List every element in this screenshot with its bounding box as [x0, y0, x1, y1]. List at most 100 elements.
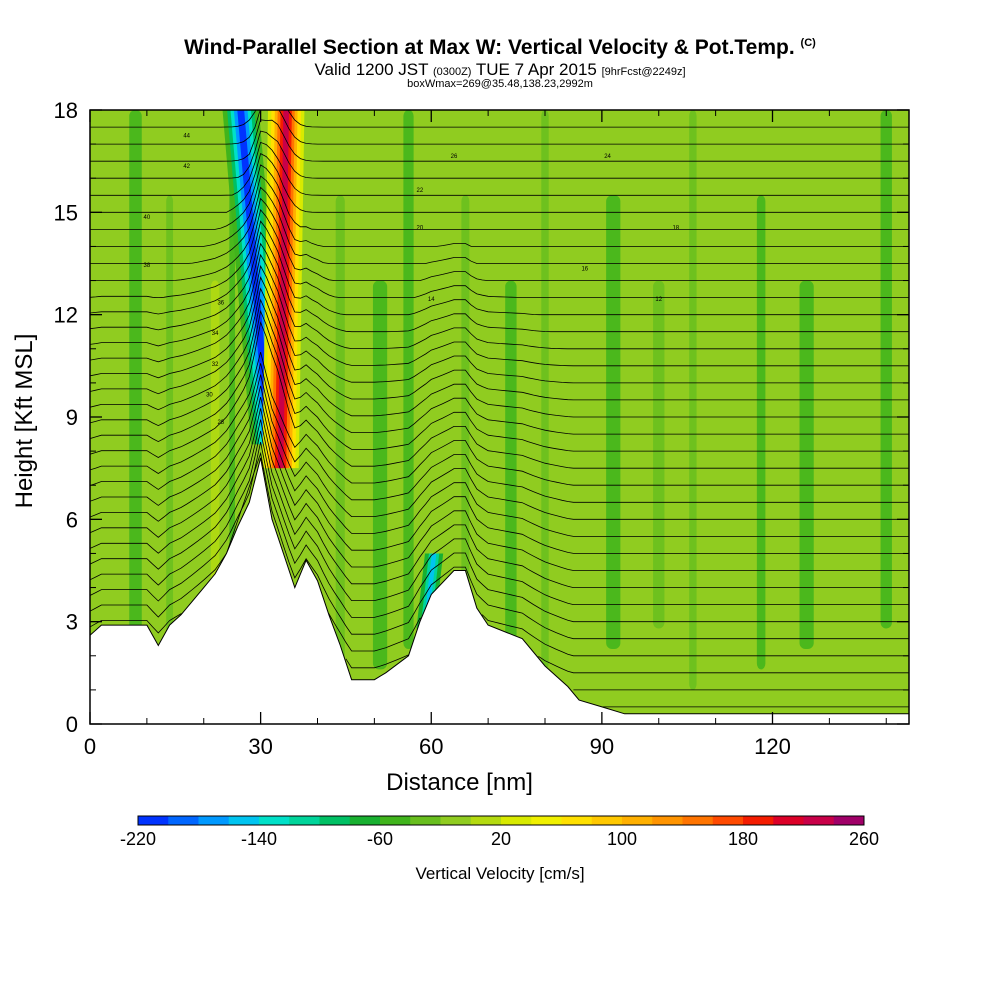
updraft-band — [277, 110, 290, 469]
theta-contour — [90, 242, 909, 350]
valid-date: TUE 7 Apr 2015 — [475, 60, 597, 79]
terrain — [89, 457, 910, 725]
theta-contour — [90, 153, 909, 213]
theta-contour — [90, 442, 909, 623]
colorbar-cell — [319, 816, 351, 825]
weak-motion-streak — [880, 110, 892, 629]
theta-contour-label: 44 — [183, 133, 190, 139]
y-tick-label: 6 — [66, 507, 78, 532]
colorbar-cell — [380, 816, 411, 825]
theta-contour — [90, 197, 909, 281]
theta-contour-label: 36 — [217, 300, 224, 306]
theta-contour — [90, 374, 909, 520]
theta-contour — [90, 451, 909, 640]
theta-contour-label: 32 — [212, 362, 219, 368]
colorbar: -220 -140 -60 20 100 180 260 — [120, 815, 879, 849]
theta-contour — [90, 287, 909, 418]
theta-contour — [90, 164, 909, 230]
x-axis-label: Distance [nm] — [386, 769, 533, 796]
colorbar-cell — [470, 816, 502, 825]
theta-contour-label: 20 — [417, 225, 424, 231]
colorbar-cell — [743, 816, 774, 825]
theta-contour — [90, 119, 909, 162]
theta-contour-label: 40 — [144, 215, 151, 221]
y-tick-label: 9 — [66, 405, 78, 430]
y-tick-label: 0 — [66, 712, 78, 737]
weak-motion-streak — [653, 280, 665, 629]
theta-contour-label: 16 — [581, 266, 588, 272]
x-tick-label: 30 — [248, 734, 272, 759]
theta-contour — [90, 309, 909, 452]
theta-contour — [90, 385, 909, 537]
weak-motion-streak — [756, 195, 766, 670]
theta-contour — [90, 253, 909, 367]
colorbar-cell — [289, 816, 320, 825]
downdraft-band — [237, 110, 273, 445]
theta-contour — [90, 430, 909, 605]
theta-contour-label: 28 — [217, 420, 224, 426]
valid-time: Valid 1200 JST — [314, 60, 429, 79]
theta-contour — [90, 186, 909, 264]
colorbar-cell — [198, 816, 230, 825]
colorbar-cell — [138, 816, 169, 825]
colorbar-cell — [591, 816, 623, 825]
x-tick-label: 60 — [419, 734, 443, 759]
weak-motion-streak — [129, 110, 142, 690]
theta-contour — [90, 276, 909, 401]
chart-title-text: Wind-Parallel Section at Max W: Vertical… — [184, 36, 795, 59]
theta-contour-label: 18 — [672, 225, 679, 231]
theta-contour — [90, 110, 909, 128]
colorbar-tick-label: -140 — [241, 829, 277, 849]
theta-contour-label: 12 — [655, 297, 662, 303]
weak-motion-streak — [541, 110, 549, 670]
colorbar-frame — [137, 815, 865, 826]
theta-contour — [90, 298, 909, 435]
theta-contour-label: 38 — [144, 263, 151, 269]
theta-contour-label: 24 — [604, 154, 611, 160]
theta-contour — [90, 110, 909, 145]
theta-contour — [90, 175, 909, 247]
theta-contour — [90, 363, 909, 503]
chart-subtitle: Valid 1200 JST (0300Z) TUE 7 Apr 2015 [9… — [0, 60, 1000, 80]
colorbar-cell — [773, 816, 804, 825]
theta-contour-label: 30 — [206, 393, 213, 399]
colorbar-tick-label: -220 — [120, 829, 156, 849]
weak-motion-streak — [335, 195, 345, 690]
theta-contour-label: 14 — [428, 297, 435, 303]
theta-contour — [90, 110, 909, 111]
weak-motion-streak — [606, 195, 621, 649]
y-tick-label: 3 — [66, 610, 78, 635]
theta-contour — [90, 141, 909, 196]
weak-motion-streak — [166, 195, 174, 670]
colorbar-cell — [622, 816, 653, 825]
theta-contour — [90, 321, 909, 469]
theta-contour — [90, 209, 909, 299]
y-tick-label: 18 — [54, 98, 78, 123]
colorbar-cell — [712, 816, 744, 825]
colorbar-tick-label: 20 — [491, 829, 511, 849]
x-tick-label: 0 — [84, 734, 96, 759]
colorbar-cell — [228, 816, 260, 825]
colorbar-title: Vertical Velocity [cm/s] — [415, 864, 585, 883]
theta-contour-label: 26 — [451, 154, 458, 160]
theta-contour — [90, 130, 909, 179]
colorbar-cell — [410, 816, 441, 825]
valid-utc: (0300Z) — [432, 66, 472, 78]
y-axis-label: Height [Kft MSL] — [11, 334, 38, 509]
y-tick-label: 15 — [54, 200, 78, 225]
x-tick-label: 120 — [754, 734, 791, 759]
box-info: boxWmax=269@35.48,138.23,2992m — [407, 78, 593, 90]
colorbar-cell — [803, 816, 835, 825]
theta-contour — [345, 654, 909, 674]
weak-motion-streak — [799, 280, 814, 649]
theta-contour — [90, 220, 909, 316]
colorbar-cell — [440, 816, 472, 825]
colorbar-tick-label: 100 — [607, 829, 637, 849]
x-tick-label: 90 — [590, 734, 614, 759]
colorbar-tick-label: -60 — [367, 829, 393, 849]
theta-contour — [90, 419, 909, 588]
theta-contour-label: 22 — [417, 188, 424, 194]
colorbar-cell — [501, 816, 532, 825]
